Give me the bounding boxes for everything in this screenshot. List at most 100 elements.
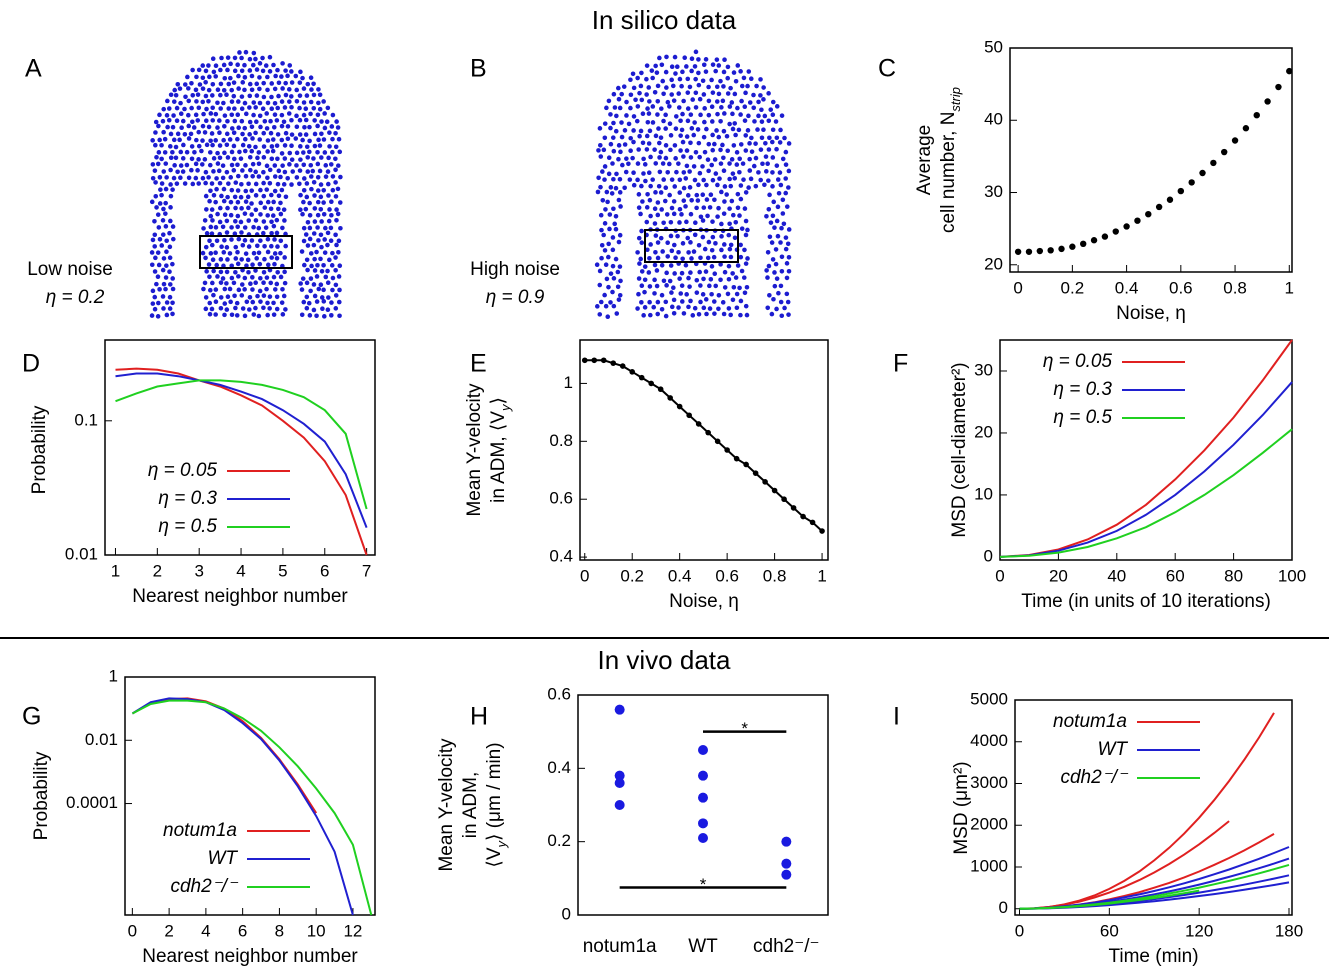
simulated-cell <box>271 199 276 205</box>
simulated-cell <box>153 119 159 125</box>
simulated-cell <box>597 143 603 148</box>
simulated-cell <box>734 162 740 167</box>
simulated-cell <box>692 177 698 183</box>
simulated-cell <box>722 254 727 259</box>
x-tick-label: 1 <box>817 566 826 585</box>
simulated-cell <box>294 124 300 130</box>
simulated-cell <box>334 119 339 124</box>
x-tick-label: cdh2⁻/⁻ <box>753 936 820 957</box>
simulated-cell <box>775 204 781 210</box>
simulated-cell <box>315 225 320 230</box>
simulated-cell <box>769 240 775 245</box>
x-tick-label: 7 <box>362 561 371 580</box>
simulated-cell <box>671 199 677 204</box>
point <box>695 421 702 427</box>
simulated-cell <box>654 70 660 75</box>
simulated-cell <box>243 199 249 204</box>
simulated-cell <box>254 256 259 261</box>
simulated-cell <box>197 82 203 87</box>
simulated-cell <box>258 275 263 281</box>
simulated-cell <box>733 219 739 225</box>
simulated-cell <box>224 131 230 137</box>
simulated-cell <box>663 155 669 161</box>
simulated-cell <box>746 113 751 119</box>
simulated-cell <box>242 275 248 281</box>
simulated-cell <box>766 263 772 269</box>
simulated-cell <box>312 193 317 198</box>
simulated-cell <box>206 98 211 104</box>
simulated-cell <box>682 55 688 61</box>
simulated-cell <box>721 168 727 173</box>
simulated-cell <box>647 99 652 104</box>
simulated-cell <box>638 83 644 89</box>
simulated-cell <box>336 238 342 244</box>
simulated-cell <box>687 185 693 190</box>
simulated-cell <box>153 255 158 261</box>
simulated-cell <box>695 127 701 132</box>
simulated-cell <box>669 290 674 295</box>
simulated-cell <box>655 212 661 218</box>
simulated-cell <box>701 305 707 311</box>
simulated-cell <box>614 171 619 177</box>
simulated-cell <box>738 254 744 260</box>
simulated-cell <box>254 81 260 87</box>
simulated-cell <box>178 100 183 106</box>
x-tick-label: 80 <box>1224 566 1243 585</box>
x-tick-label: 0 <box>580 566 589 585</box>
x-tick-label: 4 <box>236 561 245 580</box>
plot-frame <box>999 339 1293 561</box>
simulated-cell <box>656 126 661 131</box>
simulated-cell <box>311 307 317 313</box>
simulated-cell <box>638 211 643 217</box>
simulated-cell <box>224 218 230 224</box>
y-tick-label: 0 <box>999 898 1008 917</box>
simulated-cell <box>218 106 223 111</box>
simulated-cell <box>304 194 310 200</box>
simulated-cell <box>678 118 683 124</box>
simulated-cell <box>712 141 717 147</box>
simulated-cell <box>646 170 652 176</box>
y-tick-label: 0.6 <box>547 684 571 703</box>
point <box>809 519 816 526</box>
simulated-cell <box>149 313 155 318</box>
simulated-cell <box>246 269 251 275</box>
simulated-cell <box>208 188 213 194</box>
simulated-cell <box>193 175 199 181</box>
simulated-cell <box>231 80 237 85</box>
simulated-cell <box>623 169 629 175</box>
simulated-cell <box>330 136 335 142</box>
point <box>686 412 692 419</box>
simulated-cell <box>293 136 299 141</box>
simulated-cell <box>673 114 679 119</box>
simulated-cell <box>168 167 173 173</box>
simulated-cell <box>325 280 331 286</box>
simulated-cell <box>301 100 307 105</box>
simulated-cell <box>726 276 732 282</box>
simulated-cell <box>196 67 202 73</box>
simulated-cell <box>218 295 224 300</box>
simulated-cell <box>180 169 186 174</box>
simulated-cell <box>786 312 791 317</box>
simulated-cell <box>314 274 320 279</box>
simulated-cell <box>228 212 234 218</box>
simulated-cell <box>278 174 283 180</box>
simulated-cell <box>275 244 280 249</box>
simulated-cell <box>782 135 787 141</box>
simulated-cell <box>645 106 650 111</box>
simulated-cell <box>677 177 683 183</box>
simulated-cell <box>156 225 162 230</box>
simulated-cell <box>630 155 635 161</box>
simulated-cell <box>249 87 255 93</box>
simulated-cell <box>719 105 724 110</box>
point <box>1123 223 1130 230</box>
simulated-cell <box>786 141 792 146</box>
point <box>819 528 825 534</box>
simulated-cell <box>780 197 786 203</box>
simulated-cell <box>239 106 245 112</box>
simulated-cell <box>775 233 781 239</box>
simulated-cell <box>202 130 208 135</box>
simulated-cell <box>683 204 688 209</box>
simulated-cell <box>283 243 288 249</box>
legend-label: WT <box>1097 739 1128 760</box>
simulated-cell <box>624 99 629 105</box>
